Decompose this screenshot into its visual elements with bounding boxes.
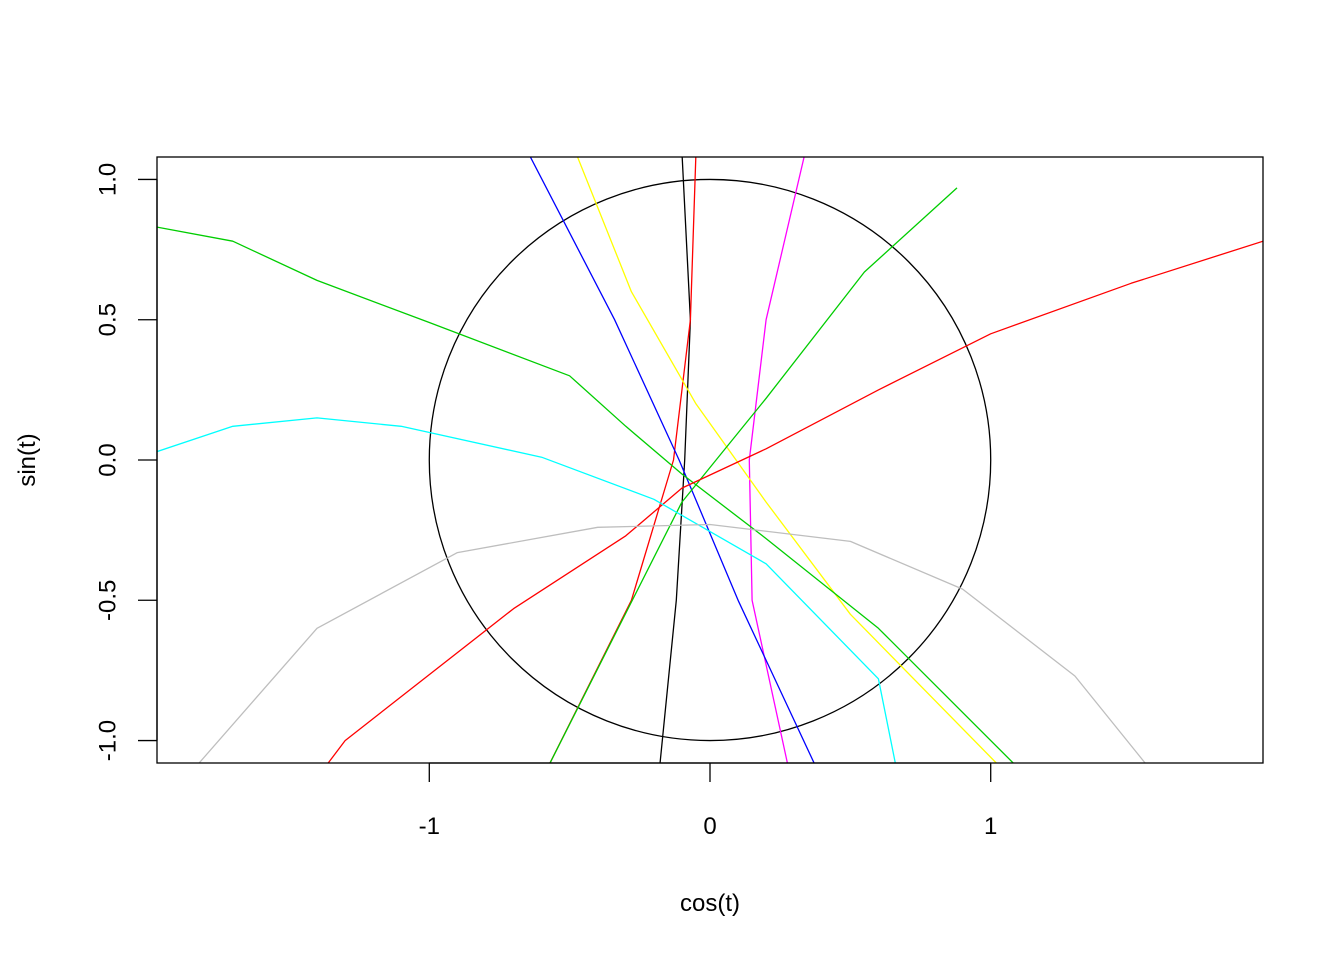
y-tick-label: -0.5 — [94, 580, 121, 621]
x-axis: -1 0 1 — [419, 762, 997, 840]
series-line-1 — [659, 157, 692, 763]
x-axis-label: cos(t) — [680, 890, 740, 917]
series-layer — [157, 157, 1263, 763]
series-line-7 — [157, 226, 1015, 763]
series-line-5 — [576, 157, 997, 763]
series-line-4 — [529, 157, 815, 763]
plot-frame — [156, 156, 1264, 764]
series-line-2 — [549, 157, 697, 763]
y-axis: -1.0 -0.5 0.0 0.5 1.0 — [94, 163, 158, 761]
x-tick-label: 0 — [703, 813, 716, 840]
x-tick-label: -1 — [419, 813, 440, 840]
y-tick-label: 0.0 — [94, 443, 121, 476]
y-axis-label: sin(t) — [14, 433, 41, 486]
series-line-6 — [549, 187, 958, 763]
series-line-10 — [198, 523, 1146, 763]
y-tick-label: 0.5 — [94, 303, 121, 336]
y-tick-label: 1.0 — [94, 163, 121, 196]
x-tick-label: 1 — [984, 813, 997, 840]
series-circle — [428, 178, 992, 742]
series-line-3 — [748, 157, 805, 763]
series-line-8 — [327, 240, 1263, 763]
y-tick-label: -1.0 — [94, 720, 121, 761]
series-line-9 — [157, 417, 896, 763]
